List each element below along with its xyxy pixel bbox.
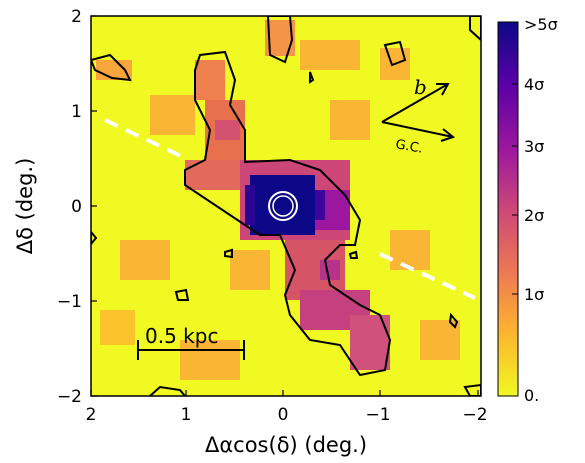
contour-right-edge [469, 16, 481, 42]
x-tick-label: −1 [365, 405, 390, 425]
colorbar-ticks [512, 83, 518, 295]
x-tick-label: 0 [278, 405, 289, 425]
heatmap-cell [96, 60, 132, 80]
y-tick-label: 2 [71, 7, 82, 27]
x-axis-title: Δαcos(δ) (deg.) [205, 433, 367, 457]
contour-small [309, 71, 315, 84]
heatmap-cell [215, 120, 240, 140]
contour-top-right [383, 40, 407, 67]
y-tick-label: 1 [71, 102, 82, 122]
contour-small [224, 248, 233, 259]
arrow-gc-head [440, 128, 456, 142]
arrow-b [381, 83, 449, 123]
heatmap-cell [330, 100, 370, 140]
heatmap-cell [315, 190, 325, 220]
y-tick-labels: 2 1 0 −1 −2 [57, 7, 82, 407]
arrow-gc [381, 121, 454, 138]
colorbar [497, 21, 519, 397]
contour-small [448, 312, 459, 329]
colorbar-label: 3σ [524, 137, 544, 156]
contour-small [174, 288, 190, 301]
heatmap-cell [100, 310, 135, 345]
contour-upper-left [91, 53, 132, 82]
colorbar-label: 0. [524, 386, 539, 405]
x-tick-label: 1 [181, 405, 192, 425]
heatmap-cell [120, 240, 170, 280]
center-marker [268, 191, 298, 221]
colorbar-label: >5σ [524, 15, 558, 34]
x-tick-label: −2 [462, 405, 487, 425]
heatmap-cell [320, 260, 340, 280]
colorbar-labels: >5σ 4σ 3σ 2σ 1σ 0. [524, 15, 558, 405]
x-tick-labels: 2 1 0 −1 −2 [86, 405, 488, 425]
scale-bar-label: 0.5 kpc [145, 324, 218, 348]
heatmap-cell [230, 250, 270, 290]
scale-bar [137, 340, 245, 360]
main-contour [184, 50, 392, 377]
y-axis-title: Δδ (deg.) [13, 158, 37, 255]
heatmap-cell [150, 95, 195, 135]
arrow-gc-label: G.C. [394, 137, 424, 157]
y-tick-label: 0 [71, 197, 82, 217]
contour-lines [91, 16, 481, 396]
heatmap-cell [250, 175, 315, 235]
x-tick-label: 2 [86, 405, 97, 425]
contour-bottom-right [463, 383, 481, 396]
contour-bottom [149, 385, 186, 396]
contour-small [348, 250, 359, 259]
colorbar-label: 1σ [524, 285, 544, 304]
axis-ticks [90, 15, 479, 397]
direction-arrows [381, 83, 456, 142]
galactic-plane-line [104, 118, 476, 300]
heatmap-cell [245, 185, 255, 225]
heatmap-cell [195, 60, 225, 100]
heatmap-cell [180, 340, 240, 380]
contour-top [266, 16, 294, 64]
heatmap-cell [390, 230, 430, 270]
heatmap-cell [300, 40, 360, 70]
arrow-b-label: b [414, 75, 427, 99]
arrow-b-head [436, 83, 450, 96]
colorbar-label: 2σ [524, 206, 544, 225]
y-tick-label: −1 [57, 292, 82, 312]
contour-small [91, 230, 98, 246]
colorbar-label: 4σ [524, 75, 544, 94]
y-tick-label: −2 [57, 387, 82, 407]
